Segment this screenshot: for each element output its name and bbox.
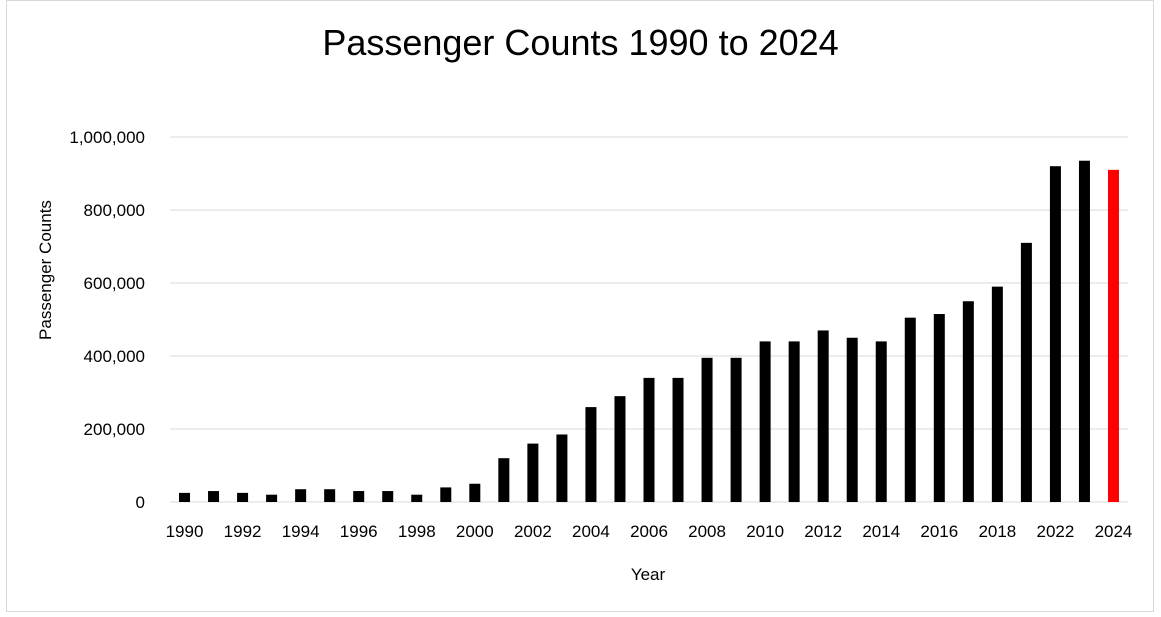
x-tick-label: 2022 xyxy=(1037,522,1075,541)
bar-1995 xyxy=(324,489,336,502)
bar-1997 xyxy=(382,491,394,502)
bar-2014 xyxy=(875,341,887,502)
x-tick-label: 2012 xyxy=(804,522,842,541)
bar-1993 xyxy=(266,494,278,502)
y-tick-label: 0 xyxy=(136,493,145,512)
x-tick-label: 2010 xyxy=(746,522,784,541)
bar-2012 xyxy=(817,330,829,502)
bar-2000 xyxy=(469,483,481,502)
bar-2022 xyxy=(1049,166,1061,502)
y-tick-label: 1,000,000 xyxy=(69,128,145,147)
bar-2004 xyxy=(585,407,597,502)
bar-1994 xyxy=(295,489,307,502)
y-tick-label: 200,000 xyxy=(84,420,145,439)
bar-2010 xyxy=(759,341,771,502)
x-tick-label: 1990 xyxy=(166,522,204,541)
bar-1999 xyxy=(440,487,452,502)
y-tick-label: 600,000 xyxy=(84,274,145,293)
x-tick-label: 2002 xyxy=(514,522,552,541)
x-tick-label: 1992 xyxy=(224,522,262,541)
x-tick-label: 2008 xyxy=(688,522,726,541)
x-tick-label: 2014 xyxy=(862,522,900,541)
bar-2003 xyxy=(556,434,568,502)
bar-2017 xyxy=(962,301,974,502)
chart-frame xyxy=(6,0,1154,612)
bar-2015 xyxy=(904,317,916,502)
bar-2009 xyxy=(730,357,742,502)
bar-2008 xyxy=(701,357,713,502)
x-tick-label: 2004 xyxy=(572,522,610,541)
x-tick-label: 1994 xyxy=(282,522,320,541)
bar-1990 xyxy=(179,492,191,502)
x-tick-label: 2000 xyxy=(456,522,494,541)
bar-2016 xyxy=(933,314,945,502)
bar-1992 xyxy=(237,492,249,502)
y-tick-label: 800,000 xyxy=(84,201,145,220)
bar-1991 xyxy=(208,491,220,502)
x-tick-label: 1996 xyxy=(340,522,378,541)
bar-2013 xyxy=(846,337,858,502)
bar-2007 xyxy=(672,377,684,502)
bar-2024 xyxy=(1107,169,1119,502)
y-tick-label: 400,000 xyxy=(84,347,145,366)
bar-2023 xyxy=(1078,160,1090,502)
bar-2005 xyxy=(614,396,626,502)
x-axis-label: Year xyxy=(630,565,666,584)
x-tick-label: 2016 xyxy=(920,522,958,541)
bar-1996 xyxy=(353,491,365,502)
x-tick-label: 2024 xyxy=(1095,522,1133,541)
bar-2006 xyxy=(643,377,655,502)
bar-2002 xyxy=(527,443,539,502)
bar-2019 xyxy=(1020,242,1032,502)
bar-2001 xyxy=(498,458,510,502)
bar-2018 xyxy=(991,286,1003,502)
bar-1998 xyxy=(411,494,423,502)
chart-title: Passenger Counts 1990 to 2024 xyxy=(322,22,839,63)
bar-2011 xyxy=(788,341,800,502)
x-tick-label: 1998 xyxy=(398,522,436,541)
x-tick-label: 2006 xyxy=(630,522,668,541)
x-tick-label: 2018 xyxy=(978,522,1016,541)
